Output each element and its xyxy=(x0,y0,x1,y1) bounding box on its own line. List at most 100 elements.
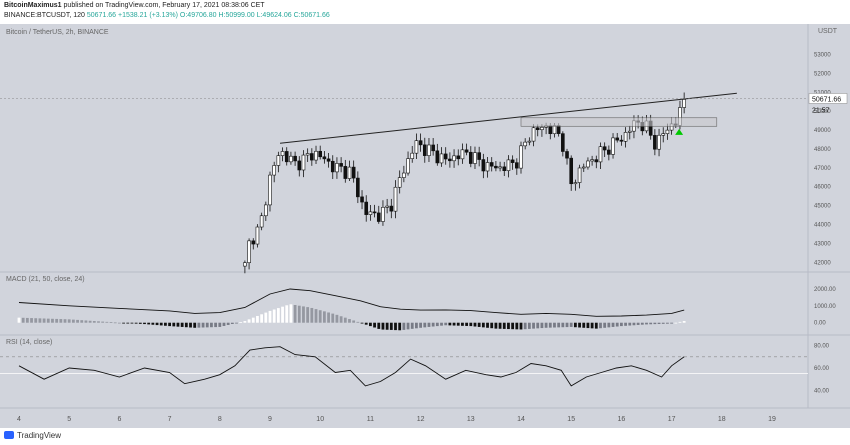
macd-histogram-bar xyxy=(189,322,192,328)
price-tag-box xyxy=(808,93,848,104)
macd-histogram-bar xyxy=(281,306,284,323)
candle-down xyxy=(569,157,574,185)
macd-histogram-bar xyxy=(544,322,548,328)
time-tick-label: 19 xyxy=(768,416,776,423)
candle-up xyxy=(268,174,272,206)
price-tick-label: 45000 xyxy=(814,204,831,210)
candle-down xyxy=(561,133,565,152)
macd-histogram-bar xyxy=(356,321,360,323)
time-tick-label: 8 xyxy=(218,416,222,423)
price-tick-label: 47000 xyxy=(814,166,831,172)
candle-down xyxy=(360,196,364,203)
candle-up xyxy=(498,166,502,169)
candle-down xyxy=(448,158,452,162)
macd-histogram-bar xyxy=(657,322,661,324)
macd-histogram-bar xyxy=(318,310,322,323)
macd-tick-label: 0.00 xyxy=(814,321,826,327)
candle-down xyxy=(653,135,657,150)
candle-up xyxy=(573,182,578,185)
candle-up xyxy=(385,205,389,208)
macd-histogram-bar xyxy=(118,322,121,324)
time-tick-label: 6 xyxy=(117,416,121,423)
macd-histogram-bar xyxy=(573,322,577,328)
candle-down xyxy=(322,156,327,160)
axes: 42000 43000 44000 45000 46000 47000 48000 49000… xyxy=(17,52,848,423)
macd-histogram-bar xyxy=(611,322,615,327)
macd-histogram-bar xyxy=(498,322,502,329)
macd-histogram-bar xyxy=(197,322,201,328)
macd-histogram-bar xyxy=(126,322,130,324)
countdown-label: 21:57 xyxy=(812,107,830,114)
macd-tick-label: 1000.00 xyxy=(814,304,836,310)
macd-histogram-bar xyxy=(624,322,627,326)
tradingview-logo[interactable]: TradingView xyxy=(4,431,61,440)
macd-histogram-bar xyxy=(30,318,33,323)
macd-histogram-bar xyxy=(113,322,117,324)
candle-up xyxy=(406,158,410,174)
macd-histogram-bar xyxy=(419,322,422,328)
macd-histogram-bar xyxy=(389,322,393,330)
macd-histogram-bar xyxy=(452,322,456,326)
macd-histogram-bar xyxy=(327,312,330,323)
macd-histogram-bar xyxy=(310,307,314,323)
time-tick-label: 7 xyxy=(168,416,172,423)
macd-histogram-bar xyxy=(481,322,485,328)
macd-histogram-bar xyxy=(590,322,594,329)
price-tick-label: 49000 xyxy=(814,128,831,134)
candle-down xyxy=(456,155,461,160)
candle-up xyxy=(523,141,527,147)
macd-histogram-bar xyxy=(410,322,414,329)
footer: TradingView xyxy=(0,428,850,445)
macd-histogram-bar xyxy=(343,317,347,323)
macd-histogram-bar xyxy=(63,319,67,323)
macd-histogram-bar xyxy=(477,322,481,327)
candle-up xyxy=(276,155,281,166)
candle-up xyxy=(414,140,419,154)
candle-up xyxy=(473,152,477,164)
macd-histogram-bar xyxy=(247,319,251,323)
candle-down xyxy=(376,212,381,222)
macd-histogram-bar xyxy=(176,322,180,327)
macd-histogram-bar xyxy=(620,322,623,327)
macd-histogram-bar xyxy=(578,322,581,328)
macd-histogram-bar xyxy=(599,322,602,329)
macd-histogram-bar xyxy=(440,322,443,326)
candle-down xyxy=(481,159,486,172)
candle-up xyxy=(305,153,310,156)
macd-histogram-bar xyxy=(385,322,389,330)
macd-histogram-bar xyxy=(507,322,510,330)
time-tick-label: 16 xyxy=(618,416,626,423)
macd-histogram-bar xyxy=(76,319,79,323)
macd-histogram-bar xyxy=(214,322,218,328)
macd-histogram-bar xyxy=(352,320,356,323)
macd-histogram-bar xyxy=(151,322,155,325)
time-tick-label: 4 xyxy=(17,416,21,423)
macd-histogram-bar xyxy=(540,322,544,329)
candle-up xyxy=(368,211,373,215)
macd-histogram-bar xyxy=(322,311,326,323)
tradingview-logo-icon xyxy=(4,431,14,439)
macd-histogram-bar xyxy=(80,320,84,323)
macd-histogram-bar xyxy=(243,321,247,323)
candle-down xyxy=(602,146,607,151)
author-name[interactable]: BitcoinMaximus1 xyxy=(4,2,62,9)
price-tick-label: 50000 xyxy=(814,109,831,115)
candle-up xyxy=(439,153,444,164)
price-tick-label: 46000 xyxy=(814,185,831,191)
price-tick-label: 48000 xyxy=(814,147,831,153)
macd-histogram-bar xyxy=(661,322,665,324)
macd-histogram-bar xyxy=(306,307,310,323)
macd-histogram-bar xyxy=(289,304,293,323)
candle-up xyxy=(272,165,276,176)
time-tick-label: 9 xyxy=(268,416,272,423)
macd-histogram-bar xyxy=(645,322,648,325)
macd-histogram-bar xyxy=(97,321,100,323)
candle-down xyxy=(330,160,335,173)
candle-up xyxy=(335,163,339,173)
macd-histogram-bar xyxy=(222,322,226,326)
macd-histogram-bar xyxy=(649,322,653,325)
macd-histogram-bar xyxy=(431,322,435,327)
chart-canvas[interactable]: 42000 43000 44000 45000 46000 47000 48000 49000… xyxy=(0,0,850,428)
macd-histogram-bar xyxy=(548,322,552,328)
macd-histogram-bar xyxy=(180,322,184,327)
